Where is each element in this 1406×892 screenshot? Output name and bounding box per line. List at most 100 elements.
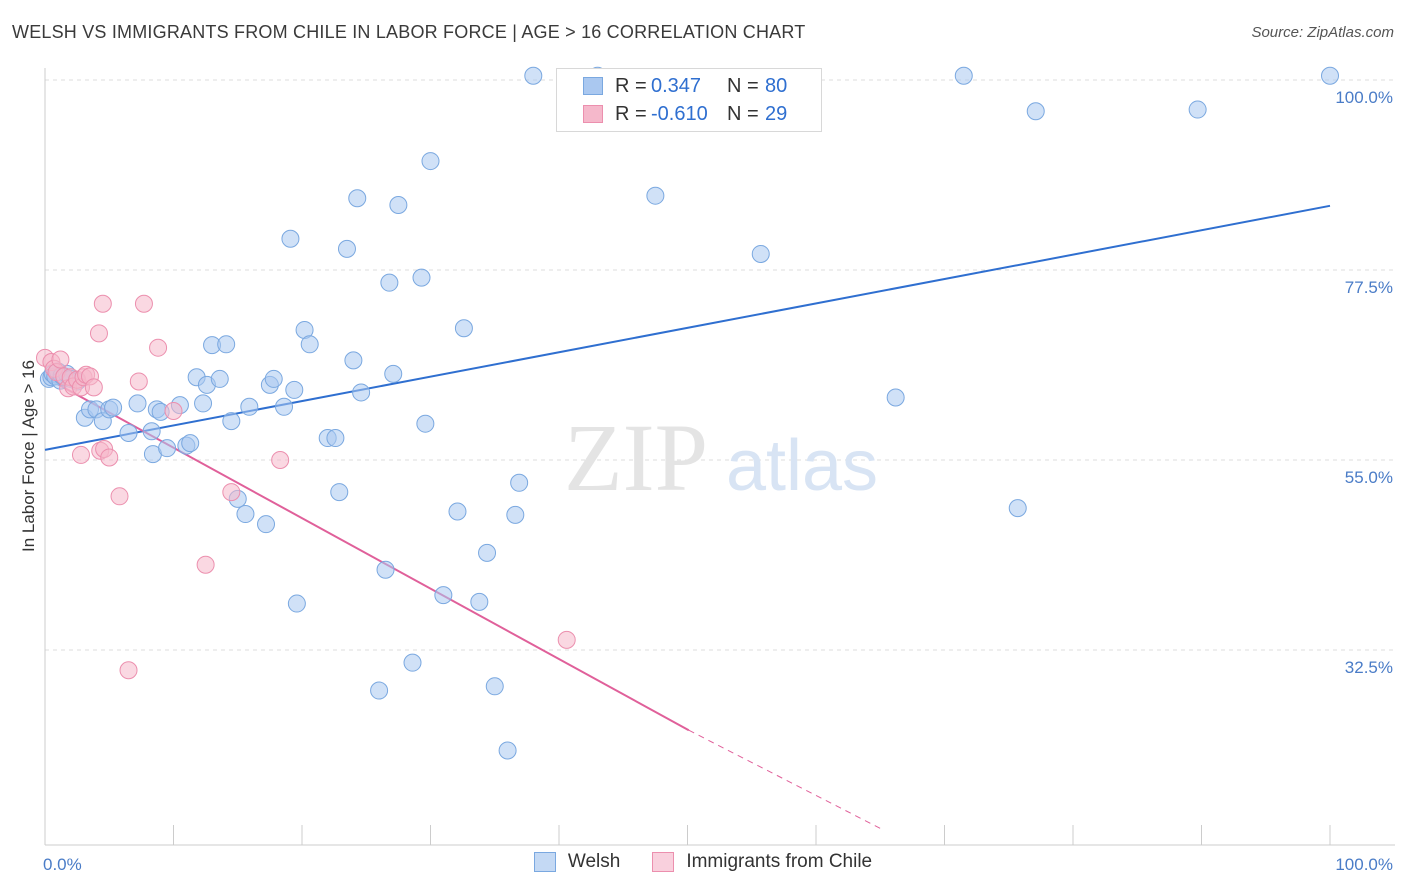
y-tick-label: 77.5%: [1345, 278, 1393, 297]
welsh-point: [119, 423, 138, 442]
data-points: [36, 66, 1339, 760]
chile-point: [84, 378, 103, 397]
welsh-point: [1008, 499, 1027, 518]
chart-source: Source: ZipAtlas.com: [1251, 24, 1394, 41]
welsh-point: [954, 66, 973, 85]
correlation-legend: R = 0.347 N = 80 R = -0.610 N = 29: [556, 68, 822, 132]
chile-point: [51, 350, 70, 369]
series-legend: Welsh Immigrants from Chile: [0, 851, 1406, 873]
chile-point: [119, 661, 138, 680]
welsh-point: [389, 195, 408, 214]
legend-r-value: -0.610: [651, 102, 708, 125]
welsh-point: [434, 586, 453, 605]
chart-title: WELSH VS IMMIGRANTS FROM CHILE IN LABOR …: [12, 22, 806, 42]
watermark-atlas: atlas: [726, 426, 878, 506]
y-tick-label: 100.0%: [1335, 88, 1393, 107]
chile-point: [557, 630, 576, 649]
y-axis-label: In Labor Force | Age > 16: [19, 360, 38, 552]
welsh-point: [337, 239, 356, 258]
welsh-point: [300, 335, 319, 354]
welsh-point: [470, 592, 489, 611]
grid-lines: [45, 79, 1395, 651]
chile-point: [100, 448, 119, 467]
welsh-point: [330, 483, 349, 502]
welsh-point: [370, 681, 389, 700]
legend-n-label: N =: [727, 102, 759, 125]
welsh-point: [403, 653, 422, 672]
welsh-point: [751, 244, 770, 263]
welsh-point: [1188, 100, 1207, 119]
welsh-point: [158, 439, 177, 458]
trend-line-extension-1: [688, 729, 882, 830]
welsh-point: [326, 429, 345, 448]
legend-item-welsh[interactable]: Welsh: [533, 851, 621, 873]
chile-point: [71, 445, 90, 464]
legend-swatch-chile: [652, 852, 675, 872]
welsh-point: [646, 186, 665, 205]
welsh-point: [194, 394, 213, 413]
welsh-point: [454, 319, 473, 338]
welsh-point: [210, 369, 229, 388]
welsh-point: [1026, 102, 1045, 121]
welsh-point: [348, 189, 367, 208]
watermark: ZIP atlas: [564, 404, 878, 511]
legend-r-label: R =: [615, 74, 647, 97]
chile-point: [271, 451, 290, 469]
welsh-point: [236, 505, 255, 524]
welsh-point: [142, 422, 161, 441]
welsh-point: [478, 543, 497, 562]
welsh-point: [384, 364, 403, 383]
welsh-point: [344, 351, 363, 370]
welsh-point: [128, 394, 147, 413]
legend-n-label: N =: [727, 74, 759, 97]
welsh-point: [506, 505, 525, 524]
welsh-point: [412, 268, 431, 287]
welsh-point: [886, 388, 905, 407]
legend-r-label: R =: [615, 102, 647, 125]
welsh-point: [285, 380, 304, 399]
welsh-point: [1321, 66, 1339, 85]
watermark-zip: ZIP: [564, 404, 708, 511]
welsh-point: [352, 383, 371, 402]
welsh-point: [257, 515, 276, 534]
chile-point: [149, 338, 168, 357]
axes: [44, 68, 1395, 846]
chile-point: [222, 483, 241, 502]
legend-swatch-welsh: [583, 77, 603, 95]
welsh-point: [275, 397, 294, 416]
chile-point: [93, 294, 112, 313]
legend-row-chile: R = -0.610 N = 29: [583, 101, 787, 127]
welsh-point: [240, 397, 259, 416]
welsh-point: [104, 398, 123, 417]
y-tick-label: 55.0%: [1345, 468, 1393, 487]
legend-row-welsh: R = 0.347 N = 80: [583, 73, 787, 99]
chile-point: [164, 402, 183, 421]
legend-label-welsh: Welsh: [567, 851, 621, 872]
welsh-point: [380, 273, 399, 292]
legend-label-chile: Immigrants from Chile: [686, 851, 873, 872]
x-tick-label: 100.0%: [1335, 855, 1393, 874]
chile-point: [110, 487, 129, 506]
welsh-point: [264, 369, 283, 388]
legend-n-value: 80: [765, 74, 788, 97]
welsh-point: [421, 152, 440, 171]
welsh-point: [485, 677, 504, 696]
welsh-point: [181, 434, 200, 453]
chile-point: [134, 294, 153, 313]
chile-point: [196, 555, 215, 574]
legend-n-value: 29: [765, 102, 788, 125]
legend-item-chile[interactable]: Immigrants from Chile: [652, 851, 872, 873]
legend-swatch-welsh: [533, 852, 556, 872]
welsh-point: [281, 229, 300, 248]
trend-line-0: [44, 204, 1331, 451]
chile-point: [89, 324, 108, 343]
welsh-point: [448, 502, 467, 521]
welsh-point: [416, 414, 435, 433]
y-tick-label: 32.5%: [1345, 658, 1393, 677]
welsh-point: [498, 741, 517, 760]
welsh-point: [222, 412, 241, 431]
tick-labels: 100.0% 77.5% 55.0% 32.5% 0.0% 100.0%: [43, 88, 1393, 874]
welsh-point: [510, 473, 529, 492]
welsh-point: [287, 594, 306, 613]
